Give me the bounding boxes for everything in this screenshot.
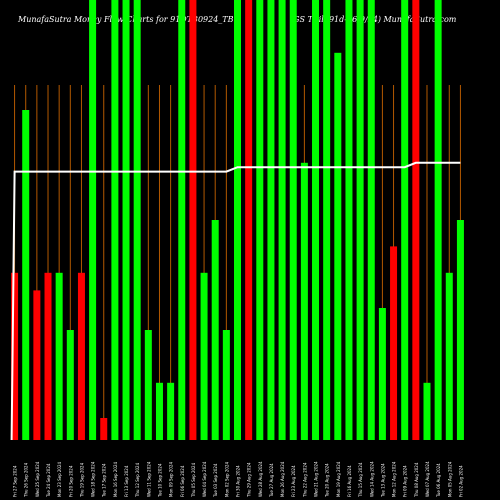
x-tick-label: Mon 19 Aug 2024 (336, 461, 341, 497)
bar (312, 0, 320, 440)
bar (300, 162, 308, 441)
bar (412, 0, 420, 440)
bar (256, 0, 264, 440)
x-tick-label: Thu 19 Sep 2024 (79, 462, 84, 498)
bar (267, 0, 275, 440)
x-tick-label: Fri 02 Aug 2024 (458, 465, 463, 497)
bar (289, 0, 297, 440)
x-tick-label: Tue 20 Aug 2024 (325, 463, 330, 498)
bar (22, 110, 30, 440)
x-tick-label: Fri 06 Sep 2024 (180, 465, 185, 497)
bar (234, 0, 241, 440)
x-tick-label: Tue 17 Sep 2024 (102, 463, 107, 498)
bar (44, 272, 52, 440)
bar (323, 0, 331, 440)
bar (133, 0, 141, 440)
x-tick-label: Fri 13 Sep 2024 (124, 465, 129, 497)
x-tick-label: Tue 13 Aug 2024 (380, 463, 385, 498)
money-flow-line (10, 161, 461, 441)
x-tick-label: Tue 27 Aug 2024 (269, 463, 274, 498)
bar (356, 0, 364, 440)
x-tick-label: Wed 21 Aug 2024 (314, 461, 319, 497)
x-tick-label: Fri 20 Sep 2024 (68, 465, 73, 497)
bar (55, 272, 63, 440)
x-tick-label: Thu 22 Aug 2024 (302, 462, 307, 498)
bar (390, 246, 398, 440)
bar (167, 382, 175, 440)
bar (200, 272, 208, 440)
bar (367, 0, 375, 440)
x-tick-label: Thu 29 Aug 2024 (247, 462, 252, 498)
bar (89, 0, 97, 440)
bar (378, 308, 386, 440)
x-tick-label: Tue 06 Aug 2024 (436, 463, 441, 498)
bar (445, 272, 453, 440)
x-tick-label: Thu 12 Sep 2024 (135, 462, 140, 498)
bar (245, 0, 253, 440)
bar (77, 272, 85, 440)
x-tick-label: Mon 05 Aug 2024 (447, 461, 452, 497)
bar (122, 0, 130, 440)
bar (222, 330, 230, 440)
bar (401, 0, 409, 440)
x-tick-label: Fri 30 Aug 2024 (236, 465, 241, 497)
x-tick-label: Fri 23 Aug 2024 (291, 465, 296, 497)
bar (456, 220, 464, 440)
x-tick-label: Wed 14 Aug 2024 (369, 461, 374, 497)
x-tick-labels: Fri 27 Sep 2024 Thu 26 Sep 2024 Wed 25 Sep… (13, 461, 464, 498)
bar (434, 0, 442, 440)
bar (211, 220, 219, 440)
x-tick-label: Fri 09 Aug 2024 (403, 465, 408, 497)
x-tick-label: Wed 18 Sep 2024 (91, 461, 96, 497)
bar (111, 0, 119, 440)
x-tick-label: Tue 24 Sep 2024 (46, 463, 51, 498)
bar (11, 272, 19, 440)
x-tick-label: Thu 08 Aug 2024 (414, 462, 419, 498)
x-tick-label: Mon 12 Aug 2024 (392, 461, 397, 497)
x-tick-label: Wed 25 Sep 2024 (35, 461, 40, 497)
x-tick-label: Thu 05 Sep 2024 (191, 462, 196, 498)
x-tick-label: Mon 26 Aug 2024 (280, 461, 285, 497)
bar (100, 418, 108, 440)
bar (345, 0, 353, 440)
x-tick-label: Thu 15 Aug 2024 (358, 462, 363, 498)
bar (423, 382, 431, 440)
bar (155, 382, 163, 440)
x-tick-label: Tue 10 Sep 2024 (157, 463, 162, 498)
bar (189, 0, 197, 440)
x-tick-label: Wed 28 Aug 2024 (258, 461, 263, 497)
bar (334, 52, 342, 441)
x-tick-label: Thu 26 Sep 2024 (24, 462, 29, 498)
x-tick-label: Mon 23 Sep 2024 (57, 461, 62, 497)
x-tick-label: Wed 11 Sep 2024 (146, 461, 151, 497)
line-series (10, 161, 461, 441)
x-tick-label: Mon 16 Sep 2024 (113, 461, 118, 497)
x-tick-label: Fri 16 Aug 2024 (347, 465, 352, 497)
x-tick-label: Mon 09 Sep 2024 (169, 461, 174, 497)
bar (144, 330, 152, 440)
x-tick-label: Fri 27 Sep 2024 (13, 465, 18, 497)
x-tick-label: Tue 03 Sep 2024 (213, 463, 218, 498)
bars (11, 0, 464, 441)
bar (278, 0, 286, 440)
x-tick-label: Mon 02 Sep 2024 (224, 461, 229, 497)
bar (33, 290, 41, 440)
bar (66, 330, 74, 440)
x-tick-label: Wed 04 Sep 2024 (202, 461, 207, 497)
bar (178, 0, 186, 440)
x-tick-label: Wed 07 Aug 2024 (425, 461, 430, 497)
